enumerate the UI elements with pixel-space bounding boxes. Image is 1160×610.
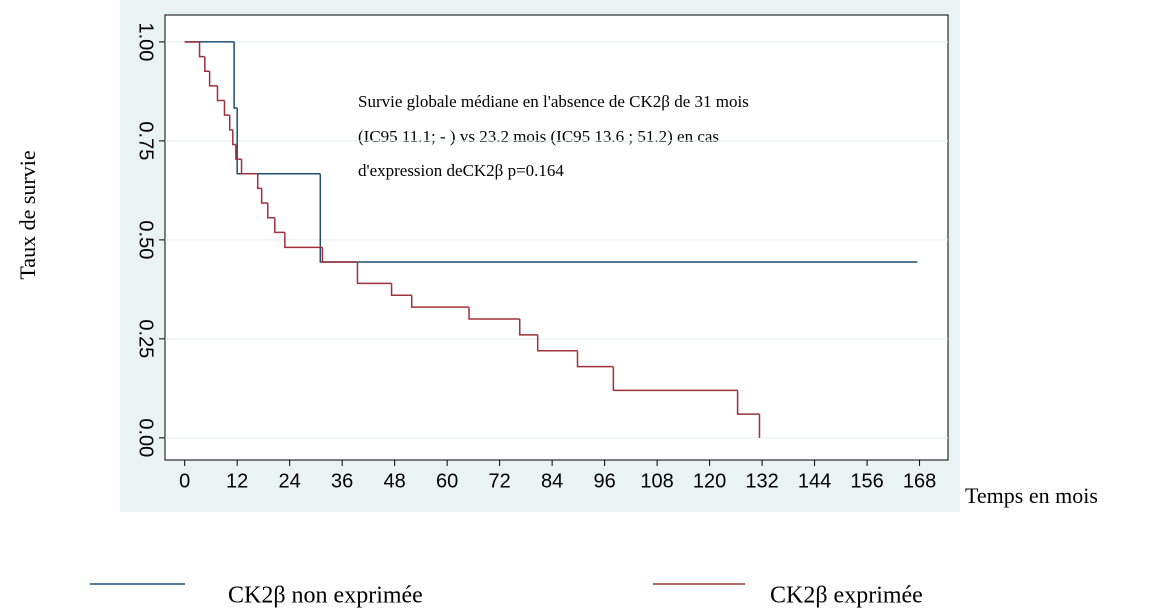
survival-step <box>390 283 412 297</box>
survival-step <box>612 366 738 392</box>
survival-step <box>204 56 210 72</box>
survival-step <box>284 232 323 249</box>
survival-step <box>232 129 236 146</box>
survival-step <box>319 173 918 263</box>
x-tick-label: 120 <box>693 470 726 492</box>
legend-label: CK2β exprimée <box>770 583 923 609</box>
x-tick-label: 96 <box>593 470 615 492</box>
survival-step <box>468 307 520 320</box>
x-axis-label: Temps en mois <box>965 483 1098 508</box>
survival-step <box>356 262 392 285</box>
y-tick-label: 1.00 <box>135 22 157 61</box>
x-tick-label: 72 <box>489 470 511 492</box>
y-tick-label: 0.25 <box>135 319 157 358</box>
survival-step <box>235 144 242 160</box>
x-tick-label: 36 <box>331 470 353 492</box>
x-tick-label: 24 <box>279 470 301 492</box>
survival-step <box>228 115 233 131</box>
x-tick-label: 60 <box>436 470 458 492</box>
y-tick-label: 0.00 <box>135 418 157 457</box>
x-tick-label: 168 <box>903 470 936 492</box>
survival-step <box>216 85 225 102</box>
survival-step <box>260 188 268 204</box>
y-axis-label: Taux de survie <box>15 150 40 279</box>
survival-step <box>736 390 760 415</box>
survival-step <box>267 203 275 219</box>
survival-step <box>233 41 238 109</box>
x-tick-label: 108 <box>640 470 673 492</box>
survival-step <box>198 41 205 58</box>
x-tick-label: 132 <box>745 470 778 492</box>
survival-step <box>256 173 262 190</box>
survival-step <box>519 319 538 336</box>
x-tick-label: 156 <box>850 470 883 492</box>
survival-step <box>223 100 230 116</box>
survival-step <box>274 217 285 234</box>
survival-step <box>208 71 218 87</box>
survival-step <box>576 350 614 368</box>
x-tick-label: 144 <box>798 470 831 492</box>
plot-area <box>164 14 949 461</box>
annotation-line: Survie globale médiane en l'absence de C… <box>358 92 749 111</box>
survival-step <box>236 108 321 175</box>
x-tick-label: 0 <box>179 470 190 492</box>
x-tick-label: 48 <box>384 470 406 492</box>
survival-step <box>536 334 578 352</box>
legend-label: CK2β non exprimée <box>228 583 423 609</box>
annotation-line: (IC95 11.1; - ) vs 23.2 mois (IC95 13.6 … <box>358 127 719 146</box>
y-tick-label: 0.50 <box>135 220 157 259</box>
x-tick-label: 12 <box>226 470 248 492</box>
x-tick-label: 84 <box>541 470 563 492</box>
survival-step <box>321 247 358 263</box>
annotation-line: d'expression deCK2β p=0.164 <box>358 161 564 180</box>
survival-step <box>410 295 470 308</box>
survival-step <box>240 159 258 175</box>
y-tick-label: 0.75 <box>135 121 157 160</box>
